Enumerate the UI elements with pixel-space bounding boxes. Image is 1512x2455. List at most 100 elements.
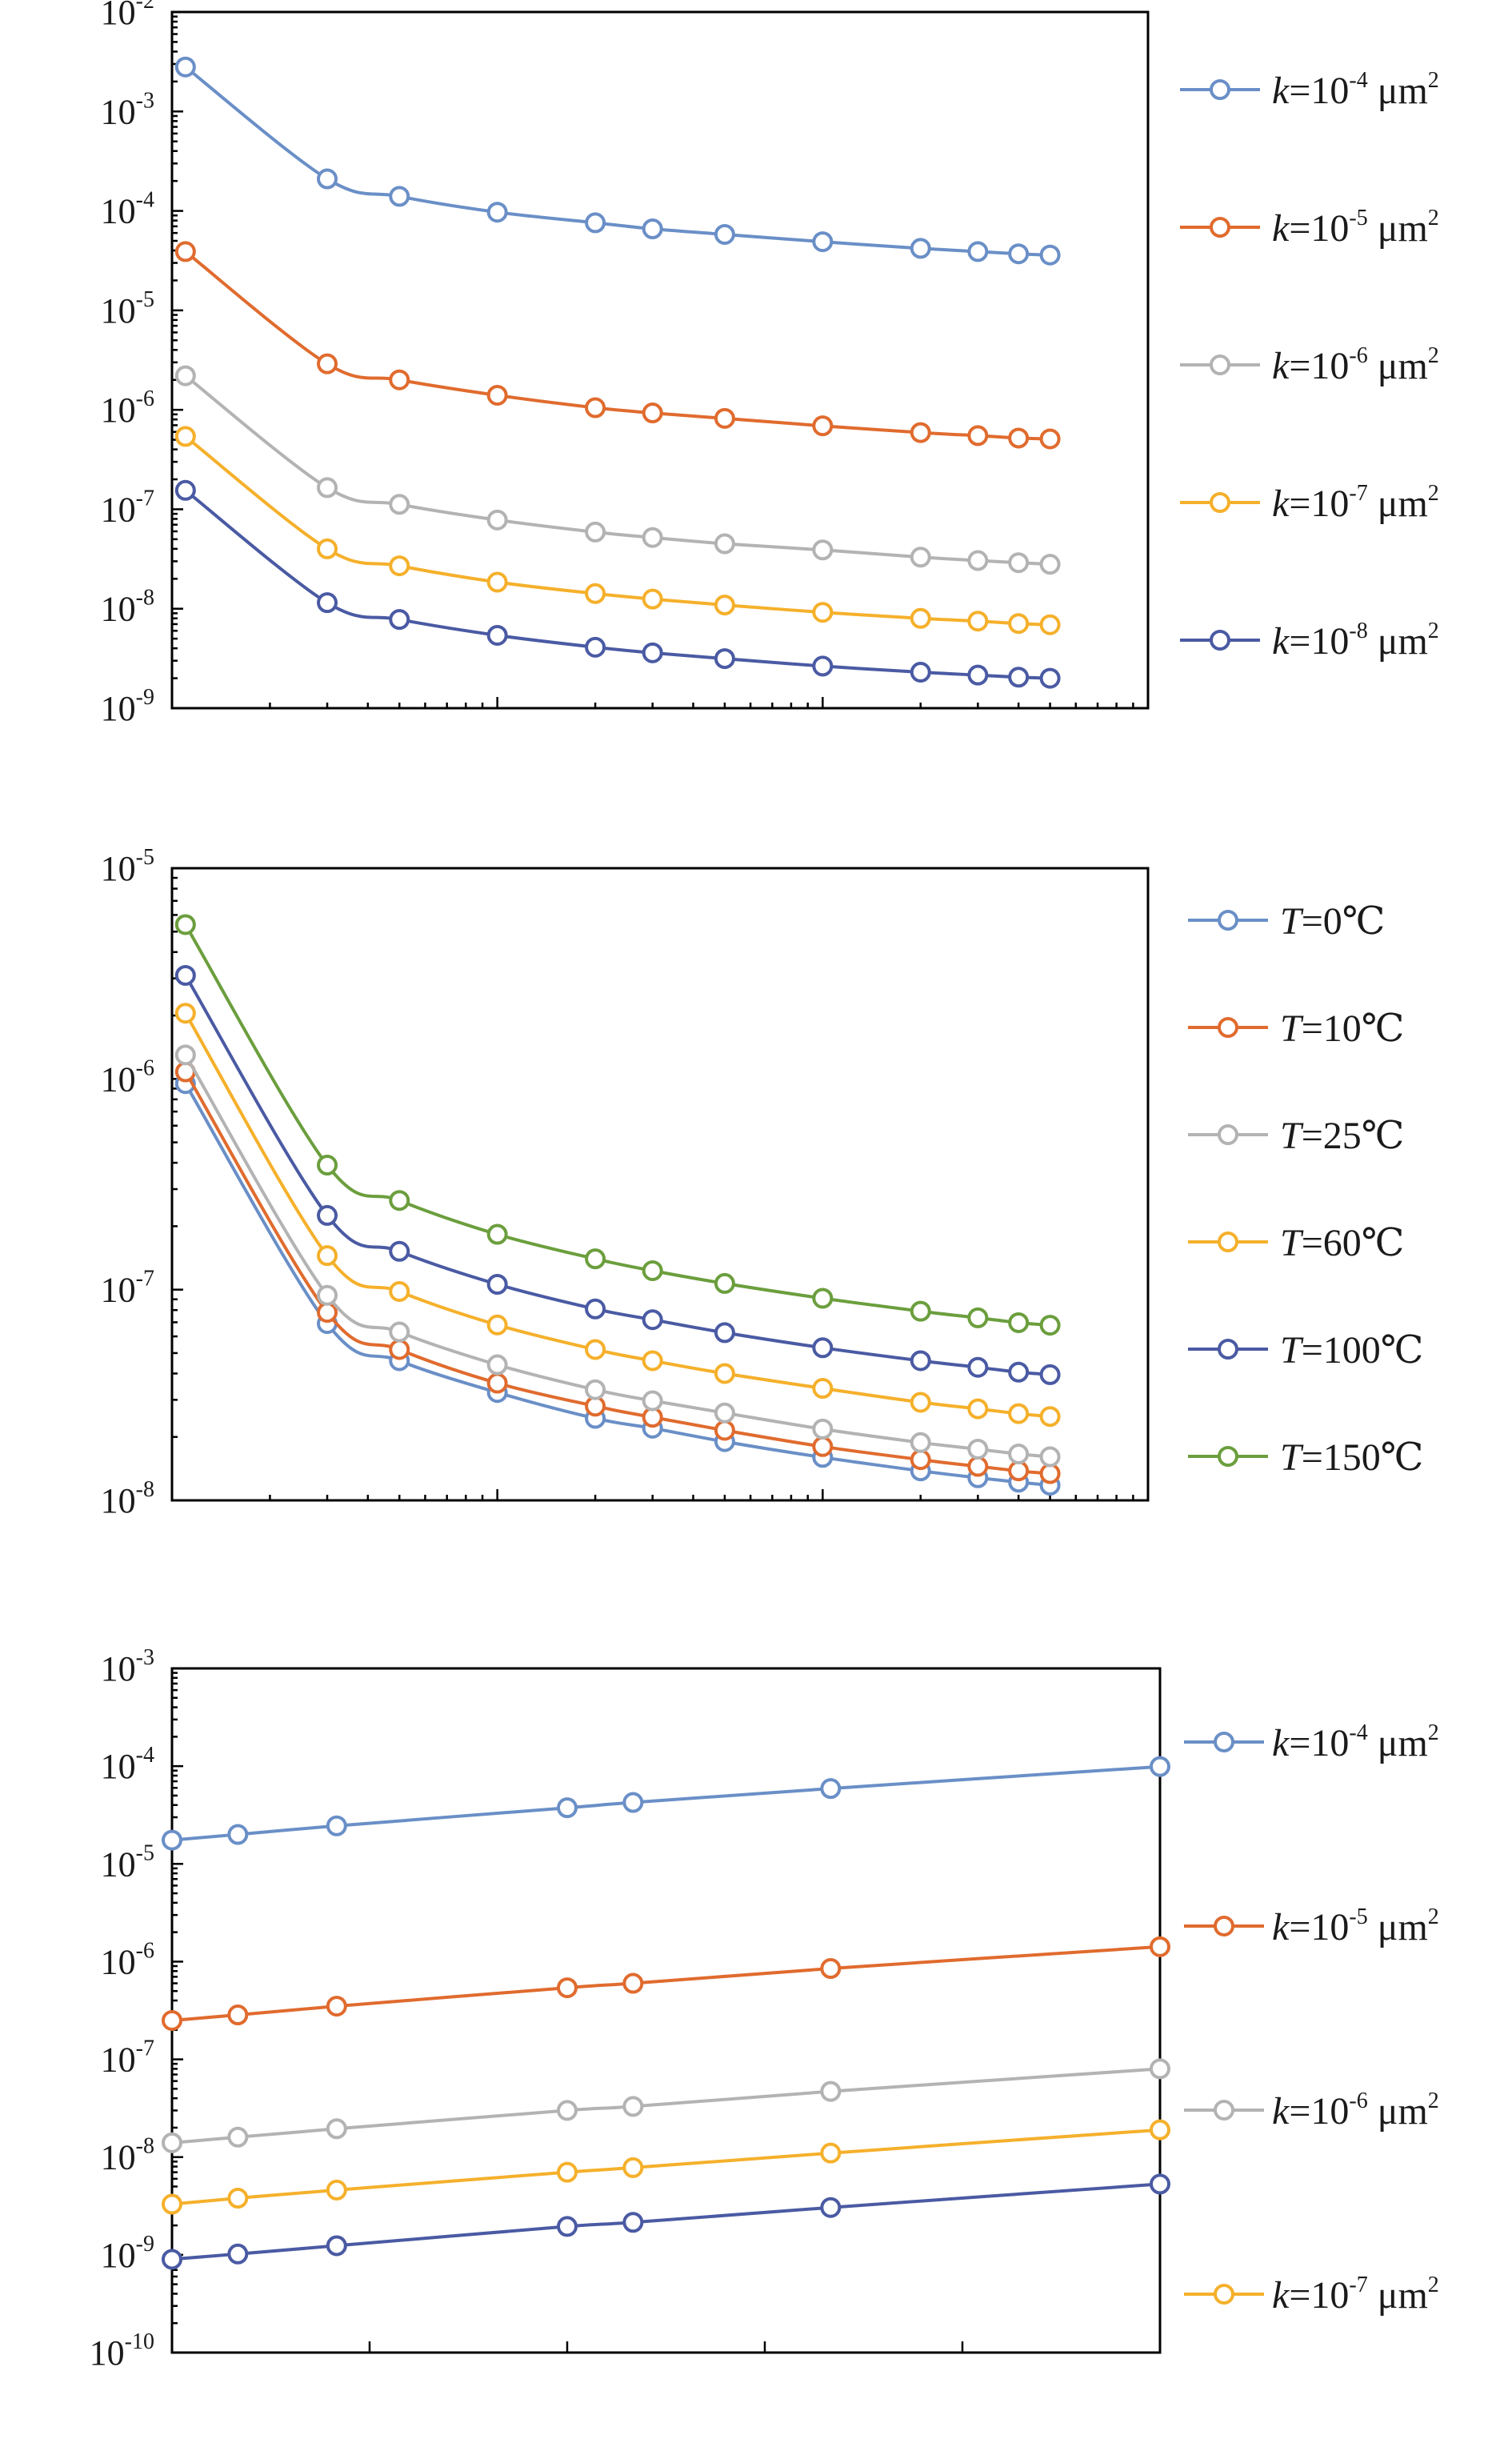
data-point	[1150, 2173, 1170, 2195]
legend-label: T=100℃	[1280, 1329, 1423, 1372]
data-point	[557, 2100, 578, 2121]
data-point	[910, 1432, 931, 1453]
data-point	[910, 238, 931, 259]
data-point	[812, 1436, 834, 1457]
data-point	[162, 2132, 182, 2153]
data-point	[1039, 1446, 1061, 1468]
data-point	[486, 1354, 508, 1376]
data-point	[557, 1797, 578, 1819]
data-point	[714, 648, 735, 670]
data-point	[1039, 1463, 1061, 1484]
data-point	[1008, 243, 1030, 265]
data-point	[317, 1302, 338, 1324]
data-point	[1150, 1756, 1170, 1777]
y-tick-label: 10-7	[101, 1267, 154, 1310]
data-point	[714, 1363, 735, 1384]
data-point	[317, 477, 338, 499]
data-point	[1039, 614, 1061, 635]
data-point	[317, 1245, 338, 1267]
data-point	[389, 1339, 410, 1360]
y-tick-label: 10-9	[101, 2232, 154, 2275]
series-line	[184, 66, 1050, 257]
y-tick-label: 10-5	[101, 287, 154, 330]
legend-marker	[1210, 492, 1230, 513]
y-tick-label: 10-3	[101, 1645, 154, 1688]
data-point	[812, 1418, 834, 1440]
legend-label: k=10-7 μm2	[1272, 2273, 1439, 2317]
data-point	[1008, 427, 1030, 449]
y-tick-label: 10-6	[101, 386, 154, 430]
data-point	[486, 1314, 508, 1336]
data-point	[642, 642, 663, 663]
data-point	[1039, 1406, 1061, 1428]
data-point	[486, 1223, 508, 1245]
data-point	[1039, 244, 1061, 266]
data-point	[967, 550, 989, 571]
data-point	[1008, 552, 1030, 574]
data-point	[714, 533, 735, 555]
data-point	[162, 2193, 182, 2215]
series-line	[184, 1071, 1050, 1476]
legend-item: T=0℃	[1188, 900, 1385, 943]
data-point	[812, 539, 834, 561]
data-point	[910, 662, 931, 683]
data-point	[486, 509, 508, 531]
data-point	[227, 1824, 249, 1845]
y-tick-label: 10-3	[101, 88, 154, 131]
series-line	[184, 250, 1050, 441]
data-point	[174, 914, 196, 935]
data-point	[1008, 1403, 1030, 1424]
data-point	[812, 415, 834, 437]
legend-marker	[1218, 1124, 1238, 1145]
legend-label: k=10-4 μm2	[1272, 1720, 1439, 1764]
data-point	[174, 479, 196, 501]
legend-label: k=10-6 μm2	[1272, 343, 1439, 387]
legend-item: k=10-6 μm2	[1180, 343, 1439, 387]
data-point	[910, 1449, 931, 1471]
data-point	[486, 571, 508, 593]
series-line	[184, 489, 1050, 680]
data-point	[910, 1392, 931, 1413]
legend-marker	[1210, 630, 1230, 651]
data-point	[642, 1309, 663, 1331]
data-point	[227, 2188, 249, 2209]
series-2	[174, 1061, 1061, 1484]
y-tick-label: 10-5	[101, 845, 154, 888]
data-point	[642, 527, 663, 548]
data-point	[622, 2157, 644, 2178]
legend-item: T=150℃	[1188, 1436, 1423, 1479]
y-tick-label: 10-7	[101, 486, 154, 529]
data-point	[585, 397, 606, 419]
data-point	[642, 1350, 663, 1372]
legend-label: T=0℃	[1280, 900, 1385, 943]
data-point	[714, 1420, 735, 1441]
data-point	[389, 1240, 410, 1262]
data-point	[585, 1339, 606, 1360]
data-point	[389, 609, 410, 631]
data-point	[585, 583, 606, 604]
data-point	[1008, 667, 1030, 688]
legend-marker	[1210, 79, 1230, 100]
data-point	[642, 1260, 663, 1281]
data-point	[585, 636, 606, 658]
data-point	[557, 2161, 578, 2183]
data-point	[812, 1378, 834, 1400]
data-point	[1039, 554, 1061, 575]
data-point	[317, 353, 338, 374]
series-4	[174, 426, 1061, 635]
data-point	[967, 1356, 989, 1378]
legend-label: k=10-8 μm2	[1272, 619, 1439, 663]
y-tick-label: 10-8	[101, 2134, 154, 2177]
legend-item: T=60℃	[1188, 1222, 1404, 1264]
data-point	[389, 555, 410, 577]
data-point	[812, 1288, 834, 1309]
data-point	[812, 231, 834, 253]
data-point	[326, 2235, 347, 2257]
y-tick-label: 10-7	[101, 2036, 154, 2080]
data-point	[389, 369, 410, 390]
legend-item: k=10-4 μm2	[1180, 68, 1439, 112]
legend-marker	[1218, 1446, 1238, 1467]
data-point	[714, 407, 735, 429]
legend-marker	[1218, 1017, 1238, 1038]
